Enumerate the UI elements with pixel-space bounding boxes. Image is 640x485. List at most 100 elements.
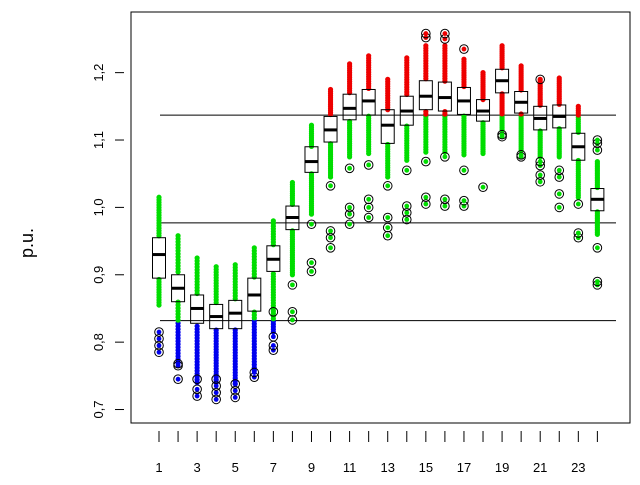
outlier-ring-h15-4: [421, 28, 431, 39]
box-h1: [152, 237, 166, 279]
whisker-point-h7: [270, 271, 276, 277]
outlier-point-h13-2: [385, 215, 391, 220]
x-tick-label-11: 11: [343, 460, 357, 475]
outlier-point-h8-0: [290, 317, 295, 323]
outlier-ring-h5-1: [230, 385, 241, 396]
outlier-ring-h13-0: [382, 230, 393, 241]
outlier-ring-h4-2: [211, 381, 221, 391]
outlier-ring-h17-3: [459, 44, 469, 54]
x-tick-label-1: 1: [155, 460, 162, 475]
outlier-ring-h11-1: [344, 209, 355, 219]
outlier-ring-h4-0: [211, 394, 221, 405]
outlier-ring-h7-3: [268, 307, 279, 317]
whisker-point-h12: [366, 113, 372, 119]
outlier-ring-h3-0: [192, 391, 202, 401]
outlier-point-h24-1: [594, 279, 600, 284]
outlier-point-h14-3: [404, 167, 410, 173]
y-tick-label-1: 0,7: [91, 400, 106, 418]
outlier-point-h11-1: [347, 211, 352, 217]
outlier-ring-h5-0: [230, 392, 241, 403]
outlier-point-h10-1: [328, 235, 333, 241]
whisker-point-h10: [327, 86, 334, 93]
outlier-point-h7-1: [270, 343, 276, 348]
outlier-point-h12-1: [366, 204, 372, 210]
whisker-point-h8: [289, 179, 296, 186]
outlier-ring-h23-2: [573, 199, 584, 209]
outlier-point-h7-3: [270, 309, 276, 315]
whisker-point-h4: [213, 264, 219, 270]
outlier-point-h14-1: [404, 210, 410, 216]
x-tick-label-23: 23: [571, 460, 585, 475]
outlier-ring-h21-1: [535, 170, 546, 180]
y-tick-label-4: 1,0: [91, 198, 106, 216]
whisker-point-h9: [308, 122, 315, 128]
outlier-ring-h17-1: [459, 195, 469, 206]
outlier-point-h4-1: [213, 390, 219, 396]
y-tick-label-6: 1,2: [91, 64, 106, 82]
outlier-point-h15-2: [423, 159, 429, 164]
outlier-point-h17-3: [461, 46, 467, 52]
outlier-ring-h9-1: [306, 257, 317, 268]
outlier-ring-h3-2: [192, 374, 202, 385]
outlier-ring-h1-0: [154, 347, 164, 358]
outlier-point-h5-0: [232, 394, 238, 400]
outlier-point-h21-1: [537, 172, 543, 178]
whisker-point-h12: [366, 53, 372, 59]
outlier-point-h4-2: [213, 383, 219, 389]
outlier-point-h12-0: [366, 215, 372, 220]
outlier-ring-h1-3: [154, 327, 164, 337]
outlier-ring-h11-2: [344, 202, 355, 213]
outlier-ring-h22-2: [554, 172, 565, 182]
outlier-ring-h22-1: [554, 189, 565, 199]
outlier-point-h17-2: [461, 167, 467, 173]
outlier-point-h24-3: [594, 147, 600, 153]
outlier-point-h10-2: [328, 228, 333, 234]
outlier-ring-h23-1: [573, 228, 584, 238]
outlier-ring-h21-3: [535, 156, 546, 167]
box-h9: [304, 146, 319, 173]
whisker-point-h24: [594, 209, 600, 215]
outlier-ring-h11-0: [344, 219, 355, 230]
outlier-point-h19-1: [499, 132, 505, 138]
outlier-ring-h22-3: [554, 165, 565, 176]
outlier-ring-h2-0: [173, 374, 183, 385]
outlier-point-h22-1: [556, 191, 562, 197]
outlier-point-h11-3: [347, 165, 352, 171]
outlier-ring-h15-2: [421, 156, 431, 167]
outlier-point-h22-0: [556, 204, 562, 210]
outlier-ring-h8-0: [287, 315, 298, 325]
whisker-point-h13: [385, 76, 391, 82]
x-tick-label-13: 13: [380, 460, 394, 475]
outlier-point-h23-1: [575, 230, 581, 236]
outlier-point-h24-2: [594, 245, 600, 251]
outlier-ring-h14-1: [401, 207, 412, 218]
outlier-point-h7-2: [270, 334, 276, 340]
outlier-ring-h20-1: [516, 150, 526, 160]
outlier-point-h13-3: [385, 183, 391, 189]
outlier-ring-h7-2: [268, 331, 279, 342]
whisker-point-h8: [289, 228, 296, 234]
outlier-ring-h15-0: [421, 199, 431, 209]
outlier-point-h8-2: [290, 282, 295, 288]
outlier-point-h1-3: [156, 329, 162, 335]
whisker-point-h21: [537, 128, 543, 134]
outlier-point-h1-2: [156, 336, 162, 342]
outlier-ring-h6-1: [249, 367, 260, 378]
outlier-ring-h21-0: [535, 176, 546, 187]
outlier-ring-h16-4: [440, 28, 450, 39]
whisker-point-h5: [232, 327, 238, 333]
outlier-point-h15-0: [423, 201, 429, 207]
x-tick-label-5: 5: [232, 460, 239, 475]
whisker-point-h13: [385, 141, 391, 148]
outlier-point-h11-0: [347, 221, 352, 227]
outlier-point-h15-1: [423, 194, 429, 200]
whisker-point-h17: [461, 56, 467, 62]
outlier-ring-h21-4: [535, 74, 546, 85]
outlier-ring-h10-3: [325, 181, 336, 191]
outlier-ring-h24-1: [592, 276, 603, 287]
outlier-ring-h12-0: [363, 212, 374, 223]
outlier-point-h8-1: [290, 309, 295, 315]
outlier-ring-h10-1: [325, 232, 336, 243]
